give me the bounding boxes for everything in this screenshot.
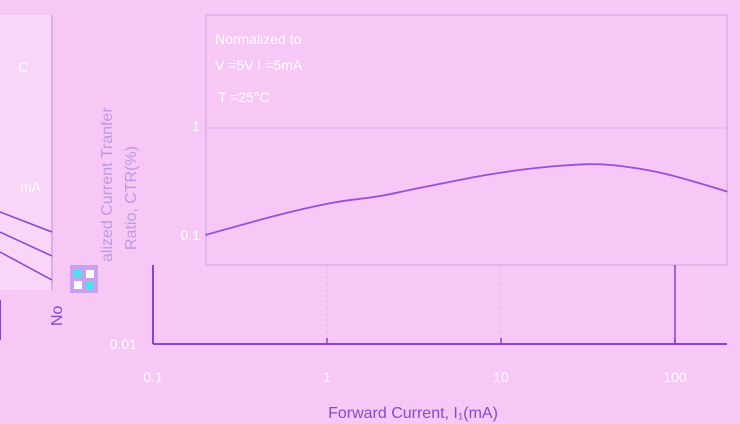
x-tick-label: 100: [663, 369, 687, 385]
normalization-annotation: Normalized to V =5V I =5mA T =25°C: [215, 31, 303, 105]
plot-area: [152, 14, 728, 345]
y-axis-title: alized Current Tranfer Ratio, CTR(%) No: [49, 107, 140, 326]
annotation-line-1: Normalized to: [215, 31, 302, 47]
left-fragment-curve-3: [0, 251, 53, 281]
y-tick-label: 1: [192, 118, 200, 134]
left-fragment-curve-1: [0, 211, 53, 233]
y-axis-title-line-2: Ratio, CTR(%): [123, 146, 140, 250]
axis-ticks: 0.1 1 10 100 0.01 0.1 1: [110, 118, 687, 385]
x-axis-title: Forward Current, I₁(mA): [328, 405, 498, 422]
x-tick-label: 1: [323, 369, 331, 385]
y-axis-title-fragment: No: [49, 305, 66, 326]
y-axis-title-line-1: alized Current Tranfer: [99, 107, 116, 262]
left-fragment-text-top: C: [18, 59, 28, 75]
ctr-curve: [205, 163, 728, 236]
annotation-line-3: T =25°C: [218, 89, 270, 105]
legend-marker-icon: [70, 265, 98, 293]
left-fragment-curve-2: [0, 231, 53, 257]
left-fragment-panel: [0, 15, 52, 290]
x-tick-label: 10: [493, 369, 509, 385]
annotation-line-2: V =5V I =5mA: [215, 57, 303, 73]
y-tick-label: 0.01: [110, 336, 137, 352]
left-fragment-text-mid: mA: [20, 179, 42, 195]
upper-plot-frame: [205, 14, 728, 266]
x-tick-label: 0.1: [143, 369, 163, 385]
data-series: [205, 163, 728, 236]
y-tick-label: 0.1: [181, 227, 201, 243]
left-chart-fragment: C mA: [0, 15, 53, 340]
